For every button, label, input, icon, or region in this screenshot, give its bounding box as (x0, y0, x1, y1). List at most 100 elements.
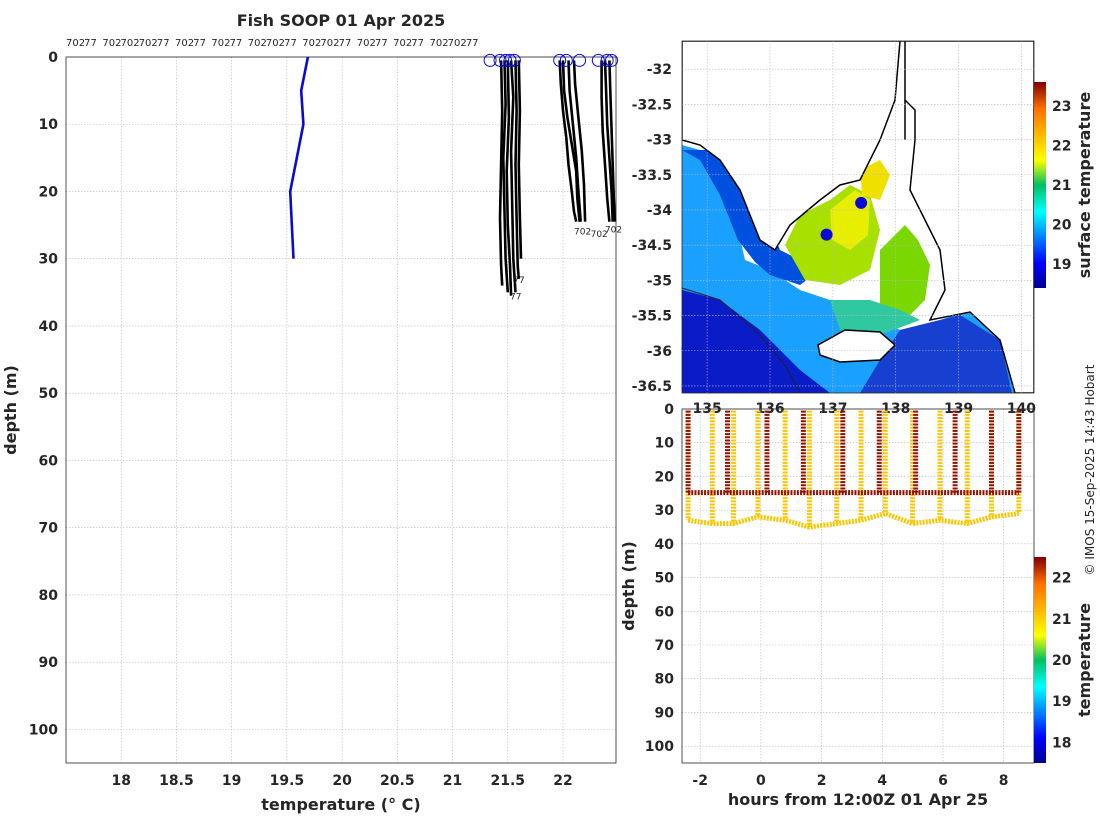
depth-time-points (685, 410, 1022, 530)
lat-tick-label: -36.5 (632, 379, 672, 395)
y-tick-label: 80 (39, 588, 59, 604)
drop-id-label: 702 (302, 38, 321, 49)
y-tick-label: 70 (39, 521, 59, 537)
drop-id-label: 702 (121, 38, 140, 49)
drop-id-label: 77 (157, 38, 170, 49)
temperature-colorbar-ticks: 18 19 20 21 22 (1052, 571, 1072, 752)
y-tick-label: 100 (645, 739, 674, 755)
vessel-position (855, 196, 868, 209)
surface-marker (503, 53, 517, 67)
depth-time-x-label: hours from 12:00Z 01 Apr 25 (728, 790, 988, 809)
profile-panel: Fish SOOP 01 Apr 2025 702 77 702 702 702 77 70… (1, 11, 622, 814)
sst-colorbar (1034, 82, 1046, 288)
x-tick-label: 18 (111, 773, 130, 789)
drop-id-label: 77 (375, 38, 388, 49)
surface-marker (493, 53, 507, 67)
y-tick-label: 40 (39, 319, 59, 335)
sst-colorbar-ticks: 19 20 21 22 23 (1052, 99, 1072, 273)
surface-marker (591, 53, 605, 67)
colorbar-tick-label: 21 (1052, 612, 1071, 628)
y-tick-label: 70 (655, 638, 675, 654)
drop-id-label: 77 (193, 38, 206, 49)
y-tick-label: 0 (664, 402, 674, 418)
drop-id-label: 77 (339, 38, 352, 49)
lat-tick-label: -32 (647, 62, 672, 78)
profile-lines (288, 56, 617, 296)
profile-end-label: 77 (513, 276, 524, 286)
surface-marker (600, 53, 614, 67)
surface-marker (559, 53, 573, 67)
fleurieu-mainland (904, 41, 1034, 393)
x-tick-label: -2 (692, 773, 708, 789)
x-tick-label: 4 (877, 773, 887, 789)
colorbar-tick-label: 22 (1052, 138, 1071, 154)
profile-line (558, 60, 578, 222)
profile-line (608, 60, 617, 222)
profile-line (501, 60, 510, 293)
drop-id-label: 77 (84, 38, 97, 49)
x-tick-label: 8 (999, 773, 1009, 789)
y-tick-label: 80 (655, 672, 675, 688)
profile-y-ticks: 0 10 20 30 40 50 60 70 80 90 100 (29, 50, 58, 738)
drop-id-label: 702 (66, 38, 85, 49)
profile-line (603, 60, 614, 222)
profile-plot-frame (65, 56, 617, 764)
lat-tick-label: -34.5 (632, 238, 672, 254)
profile-grid (66, 56, 616, 763)
lat-tick-label: -34 (647, 203, 673, 219)
depth-trace-deep (687, 510, 1020, 530)
temperature-colorbar (1034, 557, 1046, 763)
lat-tick-label: -35.5 (632, 309, 672, 325)
x-tick-label: 2 (817, 773, 827, 789)
x-tick-label: 6 (938, 773, 948, 789)
x-tick-label: 0 (756, 773, 766, 789)
sst-field-yorke (880, 225, 930, 320)
drop-id-label: 702 (320, 38, 339, 49)
y-tick-label: 90 (655, 705, 675, 721)
profile-end-label: 77 (510, 293, 521, 303)
x-tick-label: 18.5 (159, 773, 194, 789)
drop-id-label: 77 (284, 38, 297, 49)
x-tick-label: 19 (222, 773, 241, 789)
profile-line (498, 60, 504, 286)
sst-field-investigator (830, 300, 920, 335)
drop-id-label: 702 (139, 38, 158, 49)
surface-marker (553, 53, 567, 67)
profile-line (561, 60, 581, 222)
sst-field-southeast (860, 315, 1012, 393)
colorbar-tick-label: 20 (1052, 653, 1072, 669)
profile-line (514, 60, 521, 280)
profile-end-label: 702 (605, 225, 622, 235)
y-tick-label: 90 (39, 655, 59, 671)
drop-id-labels: 702 77 702 702 702 77 702 77 702 77 702 702 77 702 702… (66, 38, 479, 49)
lat-tick-label: -33 (647, 133, 672, 149)
depth-time-y-label: depth (m) (619, 541, 638, 631)
lat-tick-label: -36 (647, 344, 672, 360)
x-tick-label: 22 (553, 773, 572, 789)
drop-id-label: 702 (448, 38, 467, 49)
temperature-colorbar-label: temperature (1075, 603, 1094, 717)
depth-time-y-ticks: 0 10 20 30 40 50 60 70 80 90 100 (645, 402, 674, 755)
lat-tick-label: -33.5 (632, 168, 672, 184)
x-tick-label: 21.5 (490, 773, 525, 789)
y-tick-label: 100 (29, 722, 58, 738)
x-tick-label: 20 (332, 773, 352, 789)
colorbar-tick-label: 22 (1052, 571, 1071, 587)
y-tick-label: 50 (655, 571, 675, 587)
profile-line (505, 60, 513, 296)
credit-text: © IMOS 15-Sep-2025 14:43 Hobart (1083, 364, 1097, 575)
colorbar-tick-label: 20 (1052, 218, 1072, 234)
y-tick-label: 10 (39, 117, 59, 133)
map-lat-ticks: -32 -32.5 -33 -33.5 -34 -34.5 -35 -35.5 -36 -36.5 (632, 62, 673, 395)
profile-line (509, 60, 517, 293)
lat-tick-label: -35 (647, 273, 672, 289)
drop-id-label: 702 (393, 38, 412, 49)
drop-id-label: 702 (175, 38, 194, 49)
drop-id-label: 702 (102, 38, 121, 49)
x-tick-label: 20.5 (380, 773, 415, 789)
x-tick-label: 21 (443, 773, 462, 789)
colorbar-tick-label: 19 (1052, 257, 1071, 273)
depth-time-panel: -2 0 2 4 6 8 0 10 20 30 40 50 60 70 80 90 100 hours fro… (619, 402, 1094, 809)
profile-y-label: depth (m) (1, 365, 20, 455)
